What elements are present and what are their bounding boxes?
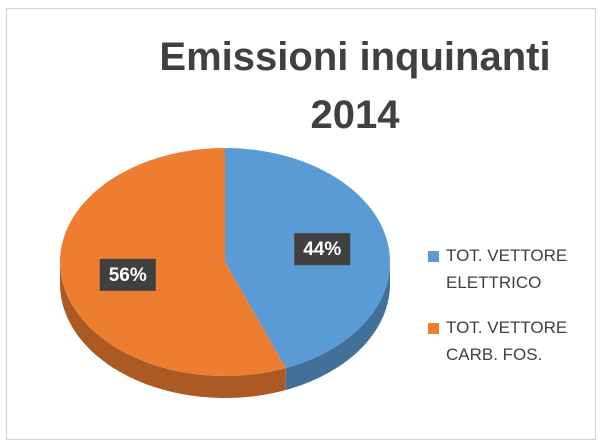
value-label: 56% [109,265,147,286]
chart-title: Emissioni inquinanti 2014 [159,35,551,137]
legend-label: TOT. VETTORE ELETTRICO [446,246,568,292]
legend-label: TOT. VETTORE CARB. FOS. [446,318,568,364]
legend-swatch [428,323,439,334]
slice-side [285,262,390,390]
value-label: 44% [303,239,341,260]
value-label-box [99,258,156,291]
slice-side [60,262,286,398]
slice [60,148,286,376]
legend-swatch [428,251,439,262]
value-label-box [294,233,351,266]
